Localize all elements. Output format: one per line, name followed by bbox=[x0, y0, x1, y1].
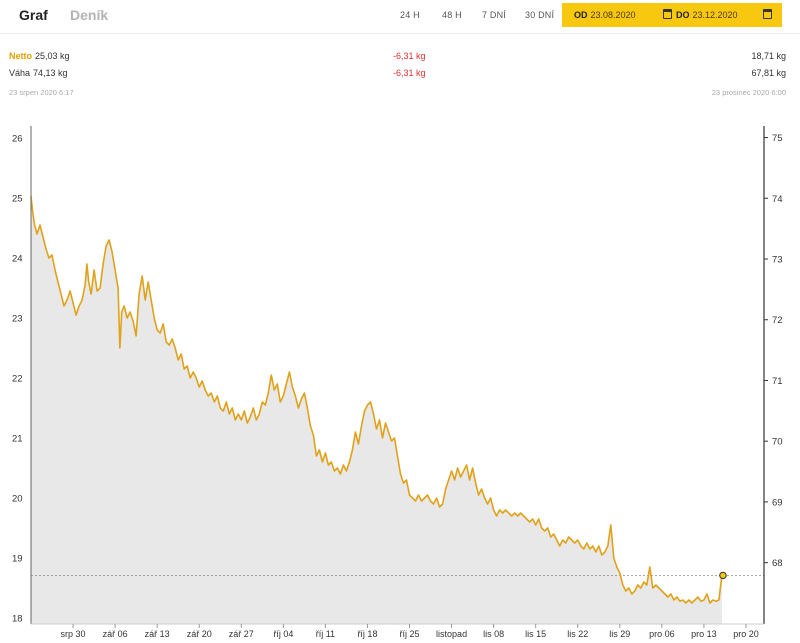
calendar-icon[interactable] bbox=[763, 9, 772, 19]
x-tick-label: listopad bbox=[436, 629, 467, 639]
y-left-tick-label: 26 bbox=[12, 134, 23, 145]
range-24h-button[interactable]: 24 H bbox=[400, 10, 420, 20]
x-tick-label: říj 11 bbox=[316, 629, 335, 639]
y-right-tick-label: 71 bbox=[772, 376, 783, 387]
y-right-tick-label: 69 bbox=[772, 497, 783, 508]
weight-chart[interactable]: 18 19 20 21 22 23 24 25 26 68 69 70 71 72 73 74 75 srp 30… bbox=[0, 118, 800, 643]
y-right-tick-label: 73 bbox=[772, 255, 783, 266]
range-48h-button[interactable]: 48 H bbox=[442, 10, 462, 20]
date-from-value: 23.08.2020 bbox=[590, 10, 636, 20]
vaha-delta: -6,31 kg bbox=[393, 68, 426, 78]
y-left-tick-label: 24 bbox=[12, 254, 23, 265]
summary-row-netto: Netto 25,03 kg -6,31 kg 18,71 kg bbox=[0, 51, 800, 65]
netto-delta: -6,31 kg bbox=[393, 51, 426, 61]
x-tick-label: zář 06 bbox=[103, 629, 128, 639]
y-left-tick-label: 21 bbox=[12, 434, 23, 445]
range-7d-button[interactable]: 7 DNÍ bbox=[482, 10, 507, 20]
x-tick-label: říj 25 bbox=[400, 629, 420, 639]
y-left-tick-label: 18 bbox=[12, 614, 23, 625]
y-right-tick-label: 75 bbox=[772, 133, 783, 144]
calendar-icon[interactable] bbox=[663, 9, 672, 19]
date-to-field[interactable]: DO 23.12.2020 bbox=[676, 10, 738, 20]
y-right-tick-label: 70 bbox=[772, 437, 783, 448]
x-tick-label: pro 13 bbox=[691, 629, 717, 639]
date-range-picker: OD 23.08.2020 DO 23.12.2020 bbox=[562, 3, 782, 27]
x-tick-label: lis 15 bbox=[525, 629, 546, 639]
start-timestamp: 23 srpen 2020 6:17 bbox=[9, 88, 74, 97]
tab-denik[interactable]: Deník bbox=[70, 7, 109, 23]
netto-start-value: 25,03 kg bbox=[35, 51, 70, 61]
y-right-tick-label: 68 bbox=[772, 558, 783, 569]
series-line-netto bbox=[30, 196, 723, 604]
top-bar: Graf Deník 24 H 48 H 7 DNÍ 30 DNÍ OD 23.0… bbox=[0, 0, 800, 34]
y-left-tick-label: 19 bbox=[12, 554, 23, 565]
end-timestamp: 23 prosinec 2020 6:00 bbox=[711, 88, 786, 97]
vaha-label: Váha 74,13 kg bbox=[9, 68, 68, 78]
x-tick-label: zář 27 bbox=[229, 629, 254, 639]
vaha-end-value: 67,81 kg bbox=[751, 68, 786, 78]
area-fill bbox=[31, 196, 722, 624]
end-point-marker bbox=[719, 571, 727, 580]
x-tick-label: zář 13 bbox=[145, 629, 170, 639]
x-tick-label: pro 06 bbox=[649, 629, 675, 639]
x-tick-label: pro 20 bbox=[733, 629, 759, 639]
x-tick-label: srp 30 bbox=[61, 629, 86, 639]
x-tick-label: lis 22 bbox=[567, 629, 588, 639]
summary-row-vaha: Váha 74,13 kg -6,31 kg 67,81 kg bbox=[0, 68, 800, 82]
x-tick-label: lis 29 bbox=[609, 629, 630, 639]
date-from-field[interactable]: OD 23.08.2020 bbox=[574, 10, 636, 20]
y-left-tick-label: 22 bbox=[12, 374, 23, 385]
vaha-start-value: 74,13 kg bbox=[33, 68, 68, 78]
x-tick-label: říj 18 bbox=[357, 629, 377, 639]
netto-end-value: 18,71 kg bbox=[751, 51, 786, 61]
summary-panel: Netto 25,03 kg -6,31 kg 18,71 kg Váha 74,1… bbox=[0, 48, 800, 100]
netto-label-text: Netto bbox=[9, 51, 32, 61]
y-left-tick-label: 25 bbox=[12, 194, 23, 205]
vaha-label-text: Váha bbox=[9, 68, 31, 78]
range-30d-button[interactable]: 30 DNÍ bbox=[525, 10, 555, 20]
date-from-prefix: OD bbox=[574, 10, 588, 20]
y-left-tick-label: 23 bbox=[12, 314, 23, 325]
chart-svg: 18 19 20 21 22 23 24 25 26 68 69 70 71 72 73 74 75 srp 30… bbox=[12, 126, 783, 639]
tab-graf[interactable]: Graf bbox=[19, 7, 48, 23]
y-right-tick-label: 74 bbox=[772, 194, 783, 205]
netto-label: Netto 25,03 kg bbox=[9, 51, 70, 61]
y-left-tick-label: 20 bbox=[12, 494, 23, 505]
date-to-value: 23.12.2020 bbox=[692, 10, 738, 20]
x-tick-label: zář 20 bbox=[187, 629, 212, 639]
x-tick-label: lis 08 bbox=[483, 629, 504, 639]
date-to-prefix: DO bbox=[676, 10, 690, 20]
x-tick-label: říj 04 bbox=[273, 629, 293, 639]
y-right-tick-label: 72 bbox=[772, 315, 783, 326]
